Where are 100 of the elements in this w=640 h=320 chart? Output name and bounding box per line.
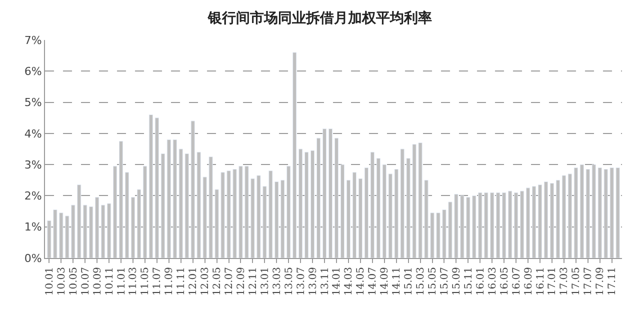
x-tick-label: 14.03 [344, 267, 355, 296]
bar [514, 192, 518, 258]
bar [166, 139, 171, 258]
x-tick-label: 12.11 [248, 267, 259, 296]
y-tick-label: 6% [24, 64, 42, 78]
x-tick-label: 15.09 [451, 267, 462, 296]
bar [154, 118, 159, 258]
x-tick-label: 11.05 [140, 267, 152, 296]
x-tick-label: 16.01 [475, 267, 486, 296]
x-tick-label: 17.07 [583, 267, 594, 296]
bar [352, 172, 356, 258]
bar [364, 167, 368, 258]
bar [112, 166, 118, 258]
x-tick-label: 14.05 [356, 267, 367, 296]
x-tick-label: 14.11 [392, 267, 403, 296]
x-tick-label: 13.09 [308, 267, 319, 296]
bar [526, 188, 530, 258]
bar [95, 197, 100, 258]
bar [328, 128, 333, 258]
x-tick-label: 17.01 [547, 267, 558, 296]
x-tick-label: 12.01 [188, 267, 200, 296]
x-tick-label: 14.07 [368, 267, 379, 296]
bar [544, 181, 548, 258]
bar [107, 203, 112, 258]
x-tick-label: 11.09 [164, 267, 176, 296]
bar [340, 164, 345, 258]
x-tick-label: 15.01 [404, 267, 415, 296]
x-tick-label: 13.07 [296, 267, 307, 296]
x-tick-label: 10.03 [56, 267, 68, 296]
x-tick-label: 11.03 [128, 267, 140, 296]
chart-title: 银行间市场同业拆借月加权平均利率 [207, 10, 432, 27]
bar [562, 175, 566, 258]
x-tick-label: 10.05 [68, 267, 80, 296]
bar [376, 158, 380, 258]
x-tick-label: 13.03 [272, 267, 283, 296]
bar [160, 153, 165, 258]
x-tick-label: 17.11 [607, 267, 618, 296]
bar [136, 189, 142, 258]
x-tick-label: 15.11 [463, 267, 474, 296]
x-tick-label: 16.05 [499, 267, 510, 296]
bar [83, 204, 88, 258]
bar [532, 186, 536, 258]
x-tick-label: 17.09 [595, 267, 606, 296]
bar [370, 152, 374, 258]
bar [358, 178, 362, 258]
x-tick-label: 14.01 [332, 267, 343, 296]
bar [142, 166, 147, 258]
x-tick-label: 12.05 [212, 267, 224, 296]
bar [316, 138, 321, 258]
bar [502, 192, 506, 258]
x-tick-label: 10.07 [80, 267, 92, 296]
y-tick-label: 4% [24, 127, 42, 140]
bar [298, 148, 303, 258]
x-tick-label: 10.11 [104, 267, 116, 296]
y-tick-label: 5% [24, 96, 42, 110]
bar [508, 190, 512, 258]
x-tick-label: 15.07 [439, 267, 450, 296]
y-tick-label: 7% [24, 34, 42, 47]
x-tick-label: 13.11 [320, 267, 331, 296]
x-tick-label: 14.09 [380, 267, 391, 296]
bar [520, 190, 524, 258]
bar [574, 167, 578, 258]
bar [568, 174, 572, 258]
bar [580, 164, 584, 258]
x-tick-label: 10.01 [44, 267, 56, 296]
y-tick-label: 2% [24, 190, 42, 203]
bar [286, 166, 291, 258]
bar [322, 128, 327, 258]
bar [346, 180, 351, 258]
x-tick-label: 16.07 [511, 267, 522, 296]
bar [101, 204, 106, 258]
y-tick-label: 0% [24, 252, 42, 265]
x-tick-label: 16.11 [535, 267, 546, 296]
bar [118, 140, 124, 258]
x-tick-label: 16.03 [487, 267, 498, 296]
x-tick-label: 15.03 [416, 267, 427, 296]
x-tick-label: 11.01 [116, 267, 128, 296]
x-tick-label: 13.01 [260, 267, 271, 296]
x-tick-label: 10.09 [92, 267, 104, 296]
bar [496, 192, 500, 258]
bar [292, 52, 297, 258]
y-tick-label: 1% [24, 220, 42, 234]
x-tick-label: 12.09 [236, 267, 247, 296]
bar [89, 206, 94, 258]
x-tick-label: 16.09 [523, 267, 534, 296]
bar [538, 184, 542, 258]
x-tick-label: 12.07 [224, 267, 235, 296]
x-tick-label: 17.05 [571, 267, 582, 296]
x-tick-label: 11.07 [152, 267, 164, 296]
x-tick-label: 13.05 [284, 267, 295, 296]
x-tick-label: 17.03 [559, 267, 570, 296]
y-tick-label: 3% [24, 158, 42, 172]
bar [148, 114, 153, 258]
x-tick-label: 11.11 [176, 267, 188, 296]
x-tick-label: 12.03 [200, 267, 212, 296]
x-tick-label: 15.05 [428, 267, 439, 296]
bar [124, 172, 130, 258]
bar [550, 183, 554, 258]
bar [310, 150, 315, 258]
bar [334, 138, 339, 258]
